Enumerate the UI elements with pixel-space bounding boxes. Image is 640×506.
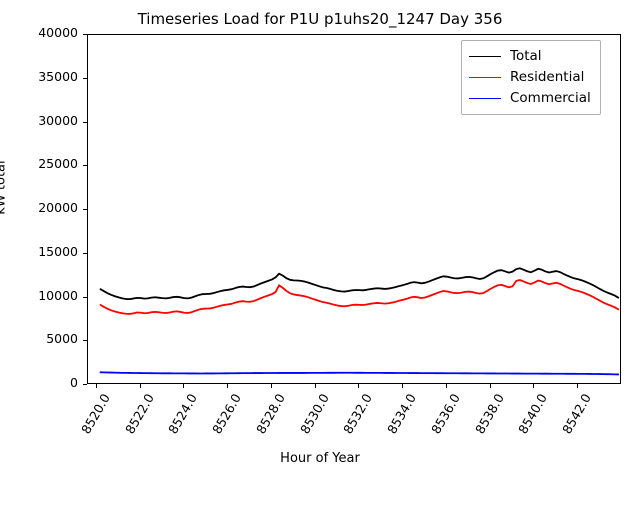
y-tick-mark <box>83 34 87 35</box>
x-tick-mark <box>183 384 185 388</box>
legend-swatch-total <box>469 56 501 57</box>
legend-item-total: Total <box>469 46 591 67</box>
x-tick-mark <box>533 384 535 388</box>
chart-legend: Total Residential Commercial <box>461 40 601 115</box>
y-tick-label: 25000 <box>38 156 78 172</box>
y-tick-mark <box>83 296 87 298</box>
y-tick-mark <box>83 252 87 254</box>
x-tick-mark <box>95 384 97 388</box>
y-tick-mark <box>83 209 87 210</box>
x-axis-label: Hour of Year <box>280 451 360 466</box>
x-tick-mark <box>314 384 316 388</box>
legend-swatch-residential <box>469 77 501 78</box>
series-lines <box>99 267 620 376</box>
series-line-commercial <box>99 371 620 376</box>
y-tick-label: 20000 <box>38 200 78 215</box>
x-tick-mark <box>227 384 229 388</box>
y-tick-mark <box>83 121 87 123</box>
y-tick-label: 30000 <box>38 112 78 128</box>
x-tick-mark <box>445 384 447 388</box>
chart-title: Timeseries Load for P1U p1uhs20_1247 Day… <box>137 10 503 28</box>
x-tick-mark <box>577 384 579 388</box>
y-tick-mark <box>83 165 87 167</box>
y-tick-label: 40000 <box>38 25 78 40</box>
y-tick-label: 35000 <box>38 68 78 84</box>
x-tick-mark <box>358 384 360 388</box>
y-tick-label: 15000 <box>38 243 78 259</box>
figure-canvas: Timeseries Load for P1U p1uhs20_1247 Day… <box>0 10 621 466</box>
legend-swatch-commercial <box>469 98 501 99</box>
x-tick-mark <box>489 384 491 388</box>
y-tick-mark <box>83 340 87 342</box>
legend-label-total: Total <box>510 47 542 64</box>
y-tick-mark <box>83 77 87 79</box>
y-tick-mark <box>83 384 87 385</box>
series-line-residential <box>99 279 620 315</box>
x-tick-mark <box>402 384 404 388</box>
x-tick-mark <box>139 384 141 388</box>
legend-label-residential: Residential <box>510 68 585 85</box>
legend-item-commercial: Commercial <box>469 88 591 109</box>
x-tick-mark <box>270 384 272 388</box>
legend-item-residential: Residential <box>469 67 591 88</box>
y-tick-label: 5000 <box>46 331 78 347</box>
series-line-total <box>99 267 620 301</box>
legend-label-commercial: Commercial <box>510 89 591 106</box>
y-tick-label: 0 <box>70 375 78 390</box>
y-tick-label: 10000 <box>38 287 78 303</box>
